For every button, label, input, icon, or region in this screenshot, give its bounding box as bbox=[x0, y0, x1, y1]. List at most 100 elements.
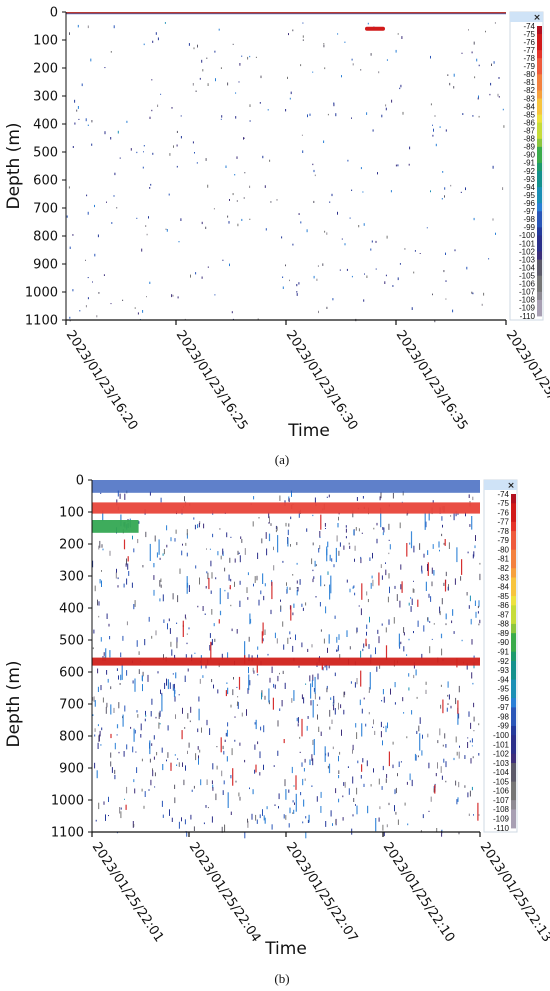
echo-speck bbox=[445, 761, 447, 768]
echo-speck bbox=[260, 726, 262, 731]
echo-speck bbox=[113, 707, 115, 713]
echo-speck bbox=[153, 735, 155, 740]
echo-speck bbox=[157, 37, 159, 41]
echo-speck bbox=[244, 172, 246, 174]
echo-speck bbox=[354, 682, 356, 688]
echo-streak bbox=[310, 683, 312, 699]
echo-speck bbox=[133, 548, 135, 553]
echo-speck bbox=[210, 560, 212, 567]
colorbar-close-icon[interactable]: × bbox=[507, 481, 515, 491]
echo-speck bbox=[197, 746, 199, 750]
echo-streak bbox=[361, 723, 363, 737]
colorbar-swatch bbox=[511, 670, 516, 680]
echo-speck bbox=[118, 702, 120, 709]
echo-speck bbox=[94, 585, 96, 592]
echo-streak bbox=[256, 665, 258, 673]
echo-speck bbox=[230, 811, 232, 815]
echo-streak bbox=[182, 620, 184, 637]
echo-speck bbox=[176, 130, 178, 133]
echo-speck bbox=[214, 638, 216, 642]
panel-caption-a: (a) bbox=[275, 452, 289, 467]
echo-speck bbox=[358, 225, 360, 228]
colorbar-close-icon[interactable]: × bbox=[533, 13, 541, 23]
echo-speck bbox=[209, 633, 211, 638]
echo-streak bbox=[293, 690, 295, 701]
echo-speck bbox=[110, 303, 112, 305]
echo-speck bbox=[137, 539, 139, 544]
echo-speck bbox=[133, 604, 135, 610]
echo-streak bbox=[380, 512, 382, 528]
colorbar-swatch bbox=[537, 82, 542, 91]
echo-speck bbox=[303, 697, 305, 704]
echo-layer bbox=[92, 480, 480, 493]
echo-speck bbox=[445, 623, 447, 626]
echo-speck bbox=[152, 152, 154, 155]
echo-speck bbox=[187, 713, 189, 719]
echo-streak bbox=[327, 541, 329, 548]
echo-speck bbox=[472, 682, 474, 685]
echo-speck bbox=[326, 232, 328, 235]
echo-speck bbox=[406, 781, 408, 785]
echo-speck bbox=[327, 647, 328, 653]
echo-speck bbox=[176, 764, 178, 766]
echo-speck bbox=[137, 312, 139, 315]
echo-streak bbox=[427, 562, 429, 576]
colorbar-tick-label: -109 bbox=[493, 815, 510, 824]
echo-speck bbox=[195, 272, 197, 275]
echo-speck bbox=[298, 511, 300, 518]
echo-speck bbox=[222, 548, 224, 555]
echo-streak bbox=[162, 764, 164, 771]
echo-speck bbox=[404, 802, 406, 806]
echo-speck bbox=[313, 200, 315, 203]
echo-speck bbox=[324, 664, 326, 668]
echo-speck bbox=[230, 704, 232, 708]
echo-speck bbox=[181, 550, 183, 556]
echo-speck bbox=[359, 699, 361, 706]
echo-speck bbox=[211, 679, 213, 683]
echo-streak bbox=[452, 609, 454, 616]
colorbar-tick-label: -107 bbox=[493, 796, 510, 805]
echo-speck bbox=[124, 798, 125, 800]
echo-speck bbox=[474, 76, 476, 79]
echo-speck bbox=[223, 750, 225, 755]
echo-speck bbox=[383, 527, 385, 533]
echo-streak bbox=[277, 535, 279, 553]
echo-speck bbox=[472, 756, 474, 759]
echo-speck bbox=[185, 654, 187, 658]
echo-speck bbox=[251, 813, 253, 820]
echo-speck bbox=[320, 629, 322, 632]
colorbar-tick-label: -78 bbox=[497, 527, 509, 536]
echo-speck bbox=[254, 722, 256, 725]
echo-streak bbox=[264, 817, 266, 824]
echo-speck bbox=[471, 738, 473, 743]
colorbar-swatch bbox=[537, 259, 542, 269]
echo-speck bbox=[207, 184, 209, 188]
echo-speck bbox=[232, 689, 234, 696]
x-tick-label: 2023/01/23/16:25 bbox=[173, 328, 251, 433]
echo-speck bbox=[330, 810, 332, 817]
echo-speck bbox=[237, 696, 239, 698]
echo-speck bbox=[116, 734, 118, 736]
echo-speck bbox=[329, 726, 331, 730]
y-tick-label: 800 bbox=[59, 730, 84, 745]
echo-speck bbox=[391, 99, 393, 103]
colorbar-tick-label: -106 bbox=[493, 787, 510, 796]
echo-speck bbox=[281, 700, 283, 707]
echo-speck bbox=[468, 813, 470, 816]
echo-speck bbox=[385, 562, 386, 564]
echo-speck bbox=[400, 584, 402, 590]
echo-speck bbox=[265, 228, 267, 231]
echo-speck bbox=[351, 275, 353, 278]
echo-speck bbox=[98, 292, 100, 294]
echo-speck bbox=[433, 786, 435, 789]
echo-speck bbox=[169, 628, 171, 634]
echo-speck bbox=[260, 75, 262, 79]
echo-speck bbox=[243, 137, 244, 140]
echo-speck bbox=[241, 218, 243, 221]
echo-speck bbox=[237, 550, 239, 555]
echo-speck bbox=[390, 190, 392, 193]
echo-speck bbox=[224, 825, 226, 832]
echo-speck bbox=[296, 542, 298, 546]
colorbar-tick-label: -76 bbox=[497, 508, 509, 517]
